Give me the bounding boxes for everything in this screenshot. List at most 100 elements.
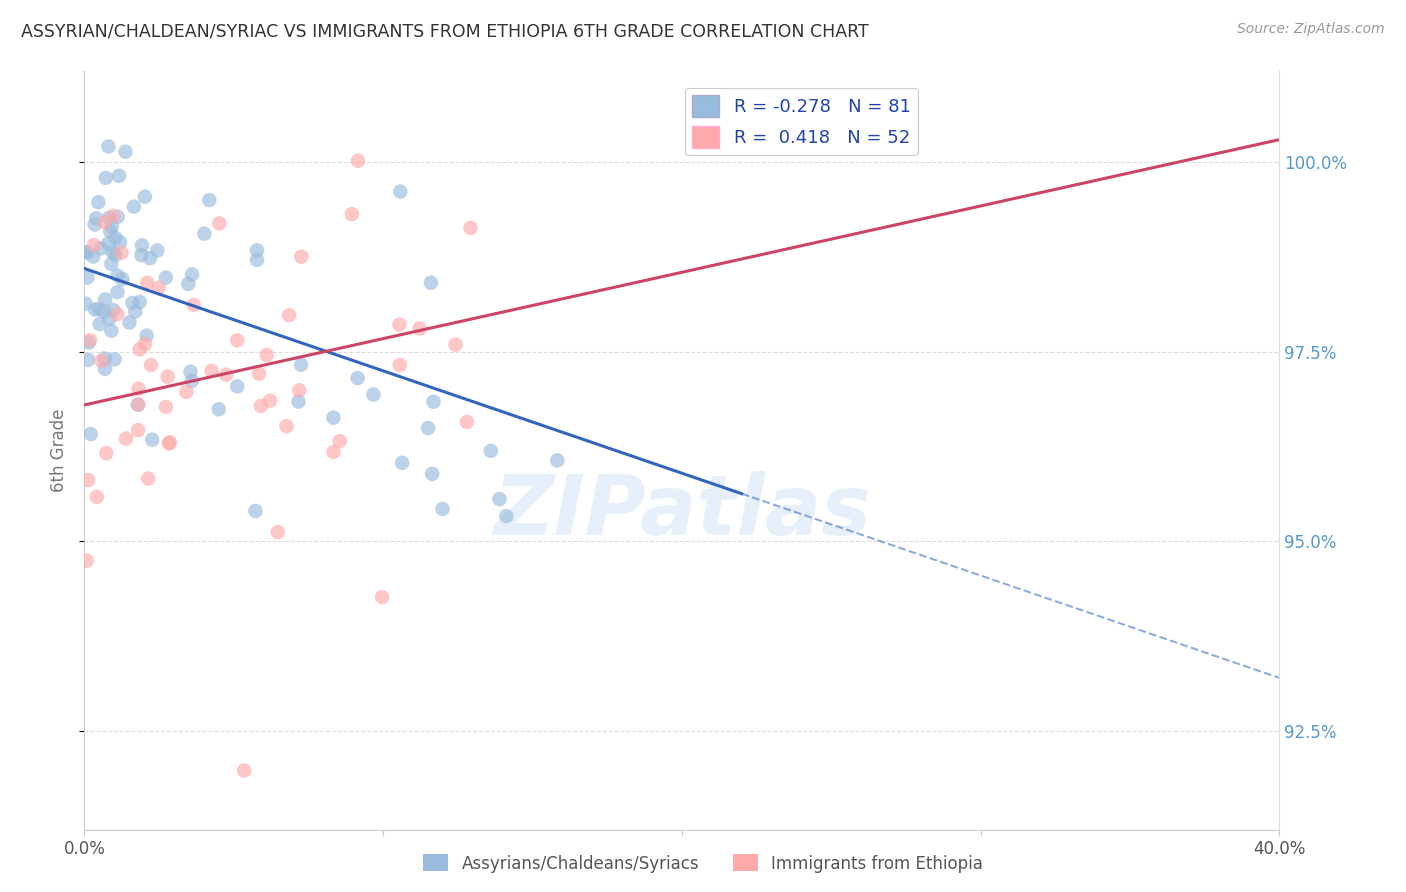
Point bbox=[76, 245, 98, 260]
Point bbox=[94, 362, 117, 376]
Point bbox=[94, 293, 117, 307]
Point bbox=[391, 456, 413, 470]
Point bbox=[94, 351, 117, 366]
Point bbox=[77, 473, 100, 487]
Point bbox=[79, 333, 101, 347]
Point bbox=[146, 244, 169, 258]
Point bbox=[208, 216, 231, 230]
Point bbox=[114, 145, 136, 159]
Point bbox=[97, 236, 120, 251]
Point bbox=[226, 379, 249, 393]
Point bbox=[444, 337, 467, 351]
Point bbox=[136, 471, 159, 485]
Point bbox=[108, 169, 131, 183]
Point bbox=[94, 170, 117, 185]
Point bbox=[371, 590, 394, 604]
Point bbox=[408, 321, 430, 335]
Point bbox=[141, 433, 163, 447]
Point bbox=[546, 453, 568, 467]
Point bbox=[276, 419, 298, 434]
Point bbox=[460, 221, 482, 235]
Legend: Assyrians/Chaldeans/Syriacs, Immigrants from Ethiopia: Assyrians/Chaldeans/Syriacs, Immigrants … bbox=[416, 847, 990, 880]
Point bbox=[245, 504, 267, 518]
Point bbox=[322, 445, 344, 459]
Point bbox=[200, 364, 222, 378]
Text: ASSYRIAN/CHALDEAN/SYRIAC VS IMMIGRANTS FROM ETHIOPIA 6TH GRADE CORRELATION CHART: ASSYRIAN/CHALDEAN/SYRIAC VS IMMIGRANTS F… bbox=[21, 22, 869, 40]
Point bbox=[104, 352, 127, 367]
Point bbox=[183, 298, 205, 312]
Point bbox=[98, 312, 121, 326]
Y-axis label: 6th Grade: 6th Grade bbox=[51, 409, 69, 492]
Point bbox=[104, 231, 127, 245]
Point bbox=[156, 369, 179, 384]
Point bbox=[83, 238, 105, 252]
Point bbox=[107, 210, 129, 224]
Point bbox=[157, 436, 180, 450]
Point bbox=[159, 435, 181, 450]
Point bbox=[419, 276, 441, 290]
Point bbox=[77, 353, 100, 368]
Point bbox=[256, 348, 278, 362]
Point bbox=[247, 367, 270, 381]
Point bbox=[84, 302, 107, 317]
Point bbox=[180, 365, 202, 379]
Point bbox=[115, 432, 138, 446]
Point bbox=[134, 189, 156, 203]
Point bbox=[93, 304, 115, 318]
Point bbox=[347, 153, 370, 168]
Point bbox=[124, 304, 146, 318]
Point bbox=[388, 318, 411, 332]
Point bbox=[105, 307, 128, 321]
Point bbox=[215, 368, 238, 382]
Point bbox=[107, 285, 129, 299]
Point bbox=[110, 245, 132, 260]
Point bbox=[198, 193, 221, 207]
Point bbox=[103, 303, 125, 318]
Point bbox=[82, 250, 104, 264]
Point bbox=[129, 248, 152, 262]
Point bbox=[104, 248, 127, 262]
Point bbox=[108, 235, 131, 249]
Point bbox=[246, 244, 269, 258]
Point bbox=[131, 238, 153, 252]
Point bbox=[100, 324, 122, 338]
Point bbox=[155, 270, 177, 285]
Point bbox=[180, 374, 202, 388]
Point bbox=[100, 257, 122, 271]
Point bbox=[89, 317, 111, 331]
Point bbox=[226, 334, 249, 348]
Point bbox=[249, 399, 271, 413]
Point bbox=[290, 358, 312, 372]
Point bbox=[155, 400, 177, 414]
Point bbox=[128, 382, 150, 396]
Point bbox=[127, 398, 149, 412]
Point bbox=[346, 371, 368, 385]
Point bbox=[97, 211, 120, 225]
Point bbox=[233, 764, 256, 778]
Point bbox=[128, 295, 150, 310]
Point bbox=[259, 393, 281, 408]
Point bbox=[90, 241, 112, 255]
Point bbox=[488, 491, 510, 506]
Point bbox=[107, 268, 129, 283]
Point bbox=[420, 467, 443, 481]
Point bbox=[118, 316, 141, 330]
Point bbox=[208, 402, 231, 417]
Point bbox=[87, 301, 110, 316]
Point bbox=[98, 224, 121, 238]
Point bbox=[75, 296, 97, 310]
Point bbox=[136, 276, 159, 290]
Point bbox=[389, 185, 412, 199]
Point bbox=[97, 139, 120, 153]
Point bbox=[177, 277, 200, 291]
Text: ZIPatlas: ZIPatlas bbox=[494, 471, 870, 551]
Point bbox=[80, 427, 103, 442]
Point bbox=[83, 218, 105, 232]
Point bbox=[76, 270, 98, 285]
Point bbox=[77, 335, 100, 350]
Point bbox=[246, 252, 269, 267]
Point bbox=[329, 434, 352, 449]
Point bbox=[139, 358, 162, 372]
Point bbox=[456, 415, 478, 429]
Point bbox=[322, 410, 344, 425]
